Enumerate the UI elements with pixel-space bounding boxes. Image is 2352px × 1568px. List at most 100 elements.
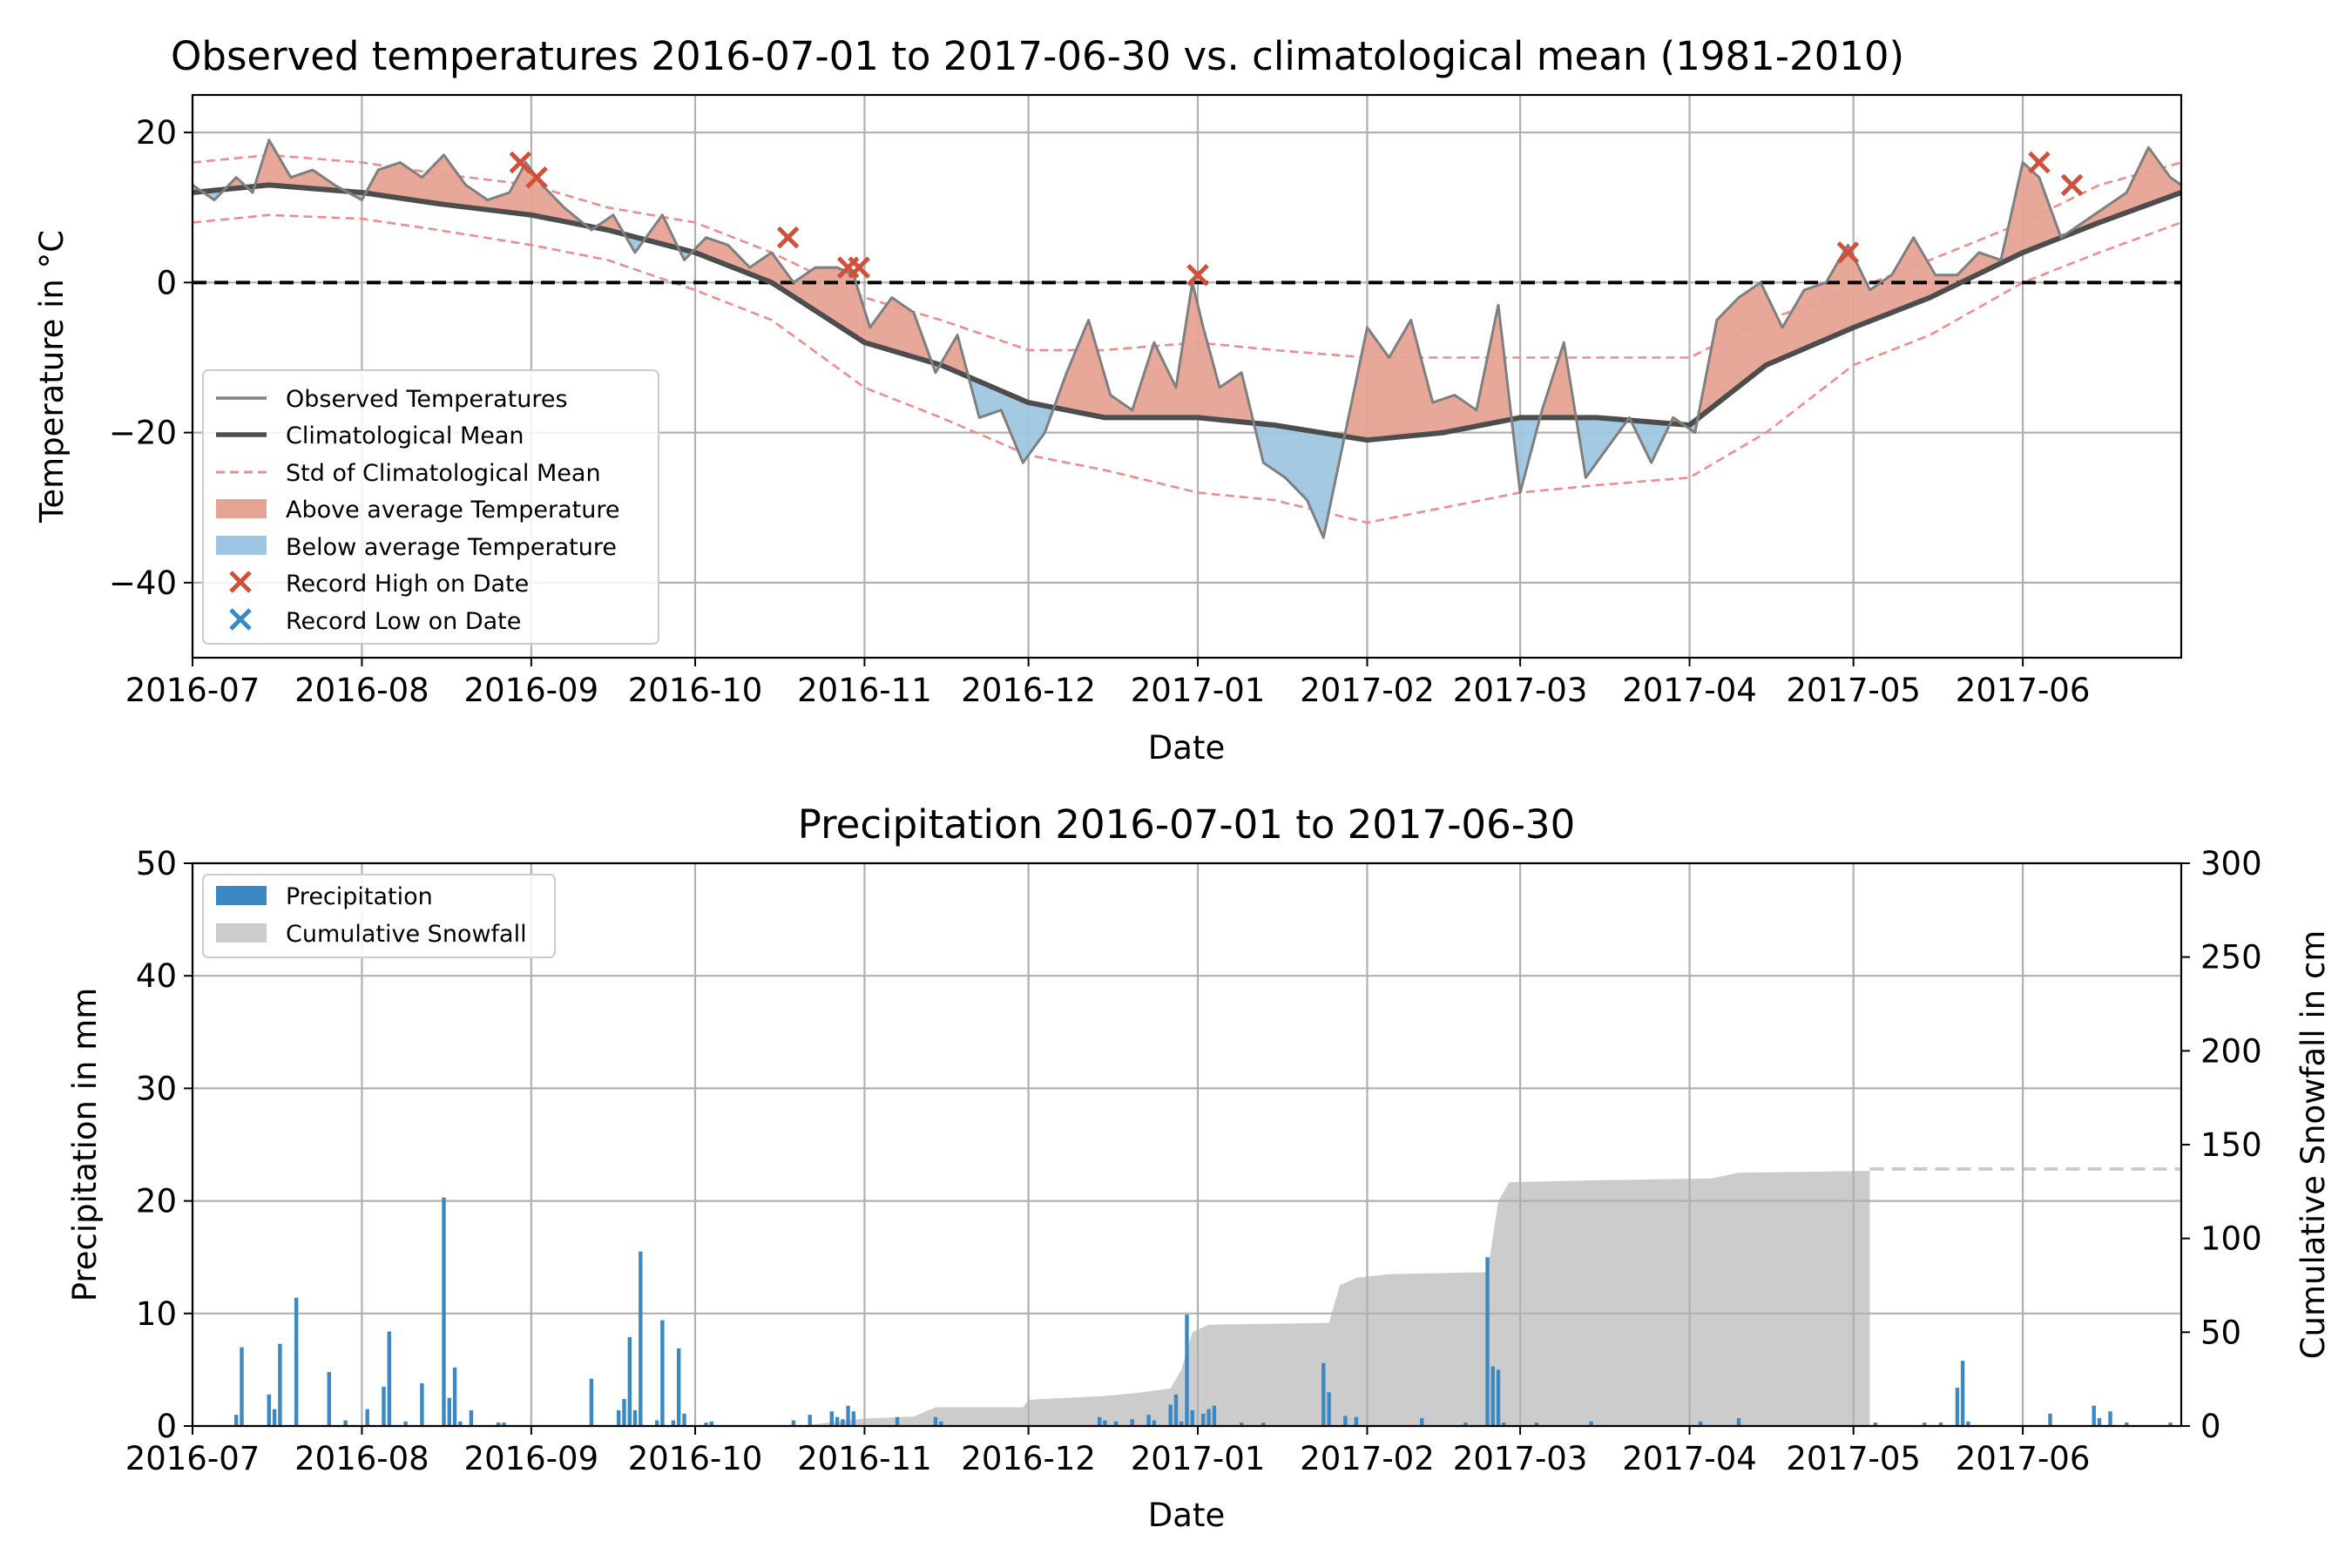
legend-label-std: Std of Climatological Mean bbox=[286, 460, 601, 487]
precipitation-bar bbox=[327, 1372, 331, 1426]
legend-label-precipitation: Precipitation bbox=[286, 883, 433, 910]
precipitation-bar bbox=[2097, 1418, 2102, 1426]
snowfall-ytick-label: 300 bbox=[2200, 845, 2262, 882]
precipitation-bar bbox=[1485, 1257, 1490, 1426]
below-average-area bbox=[970, 377, 1056, 463]
temperature-chart-title: Observed temperatures 2016-07-01 to 2017… bbox=[171, 33, 1904, 79]
precipitation-legend: Precipitation Cumulative Snowfall bbox=[202, 874, 556, 958]
precipitation-xtick-label: 2017-01 bbox=[1131, 1440, 1266, 1477]
precipitation-xtick-label: 2017-03 bbox=[1453, 1440, 1588, 1477]
precipitation-bar bbox=[1179, 1421, 1184, 1426]
below-average-area bbox=[1254, 422, 1346, 538]
precipitation-bar bbox=[829, 1411, 834, 1426]
precipitation-xlabel: Date bbox=[1148, 1497, 1225, 1534]
precipitation-bar bbox=[632, 1409, 638, 1426]
precipitation-xtick-label: 2016-08 bbox=[294, 1440, 429, 1477]
precipitation-bar bbox=[1152, 1420, 1157, 1426]
precipitation-bar bbox=[272, 1409, 277, 1426]
precipitation-bar bbox=[1938, 1423, 1943, 1426]
precipitation-bar bbox=[1960, 1361, 1965, 1426]
precipitation-bar bbox=[502, 1423, 506, 1426]
precipitation-bar bbox=[1955, 1388, 1960, 1426]
precipitation-bar bbox=[677, 1348, 681, 1426]
precipitation-bar bbox=[1261, 1423, 1266, 1426]
precipitation-bar bbox=[1698, 1421, 1703, 1426]
precipitation-bar bbox=[1113, 1421, 1119, 1426]
temperature-ytick-label: −40 bbox=[109, 564, 177, 602]
snowfall-ytick-label: 250 bbox=[2200, 939, 2262, 977]
precipitation-bar bbox=[2125, 1423, 2129, 1426]
precipitation-xtick-label: 2016-12 bbox=[961, 1440, 1096, 1477]
precipitation-bar bbox=[933, 1416, 938, 1426]
precipitation-xtick-label: 2016-07 bbox=[125, 1440, 260, 1477]
precipitation-bar bbox=[654, 1420, 659, 1426]
precipitation-bar bbox=[846, 1405, 850, 1426]
snowfall-ytick-label: 100 bbox=[2200, 1220, 2262, 1258]
precipitation-bar bbox=[660, 1320, 665, 1426]
record-high-marker bbox=[848, 256, 870, 279]
precipitation-xtick-label: 2017-02 bbox=[1300, 1440, 1435, 1477]
precipitation-ytick-label: 40 bbox=[136, 957, 177, 995]
precipitation-bar bbox=[469, 1409, 474, 1426]
precipitation-bar bbox=[1589, 1421, 1593, 1426]
precipitation-ytick-label: 20 bbox=[136, 1183, 177, 1220]
precipitation-bar bbox=[1206, 1409, 1211, 1426]
snowfall-ytick-label: 150 bbox=[2200, 1126, 2262, 1164]
legend-label-record-low: Record Low on Date bbox=[286, 608, 521, 635]
precipitation-bar bbox=[294, 1297, 299, 1426]
temperature-xlabel: Date bbox=[1148, 729, 1225, 767]
precipitation-bar bbox=[1736, 1418, 1741, 1426]
precipitation-bar bbox=[1201, 1413, 1206, 1426]
precipitation-bar bbox=[1168, 1404, 1173, 1426]
precipitation-bar bbox=[622, 1399, 626, 1426]
temperature-ytick-label: −20 bbox=[109, 415, 177, 452]
record-high-marker bbox=[2028, 151, 2051, 174]
precipitation-ytick-label: 50 bbox=[136, 845, 177, 882]
snowfall-ytick-label: 200 bbox=[2200, 1032, 2262, 1070]
climatological-mean-line bbox=[192, 182, 2183, 443]
above-average-area bbox=[597, 214, 627, 235]
precipitation-xtick-label: 2017-04 bbox=[1622, 1440, 1757, 1477]
above-average-area bbox=[1542, 342, 1578, 418]
std-lower-line bbox=[192, 213, 2182, 524]
above-average-area bbox=[367, 154, 589, 226]
precipitation-xtick-label: 2016-10 bbox=[628, 1440, 763, 1477]
precipitation-ytick-label: 0 bbox=[156, 1408, 177, 1445]
legend-swatch-above bbox=[216, 499, 267, 518]
precipitation-bar bbox=[420, 1382, 424, 1426]
precipitation-bar bbox=[1354, 1416, 1359, 1426]
record-high-marker bbox=[2060, 173, 2084, 197]
cumulative-snowfall-area bbox=[193, 1166, 2181, 1426]
precipitation-bar bbox=[1490, 1366, 1495, 1426]
temperature-axes-frame bbox=[191, 93, 2183, 659]
record-high-marker bbox=[776, 226, 800, 249]
temperature-xtick-label: 2016-09 bbox=[464, 672, 599, 709]
record-high-marker bbox=[1836, 241, 1860, 264]
precipitation-bar bbox=[387, 1331, 391, 1426]
precipitation-bar bbox=[617, 1409, 621, 1426]
legend-label-record-high: Record High on Date bbox=[286, 571, 529, 598]
precipitation-bar bbox=[403, 1421, 408, 1426]
precipitation-bars bbox=[234, 1197, 2173, 1426]
record-high-marker bbox=[525, 166, 548, 189]
precipitation-xtick-label: 2017-05 bbox=[1786, 1440, 1921, 1477]
temperature-xtick-label: 2017-05 bbox=[1786, 672, 1921, 709]
precipitation-bar bbox=[851, 1411, 856, 1426]
precipitation-bar bbox=[589, 1378, 594, 1426]
temperature-xtick-label: 2017-04 bbox=[1622, 672, 1757, 709]
legend-label-above: Above average Temperature bbox=[286, 497, 619, 524]
precipitation-bar bbox=[1103, 1420, 1107, 1426]
above-average-area bbox=[692, 237, 933, 363]
temperature-ytick-label: 20 bbox=[136, 114, 177, 152]
snowfall-ylabel: Cumulative Snowfall in cm bbox=[2295, 930, 2332, 1360]
snowfall-ytick-label: 0 bbox=[2200, 1408, 2221, 1445]
precipitation-xtick-label: 2016-09 bbox=[464, 1440, 599, 1477]
temperature-ticks: 2016-07 2016-08 2016-09 2016-10 2016-11 2016-… bbox=[109, 114, 2091, 709]
precipitation-bar bbox=[1190, 1409, 1194, 1426]
precipitation-bar bbox=[1240, 1423, 1244, 1426]
precipitation-bar bbox=[639, 1251, 643, 1426]
precipitation-bar bbox=[1146, 1415, 1151, 1426]
precipitation-xtick-label: 2016-11 bbox=[797, 1440, 932, 1477]
cumulative-snowfall-fill bbox=[193, 1171, 1870, 1426]
precipitation-bar bbox=[1130, 1419, 1134, 1426]
